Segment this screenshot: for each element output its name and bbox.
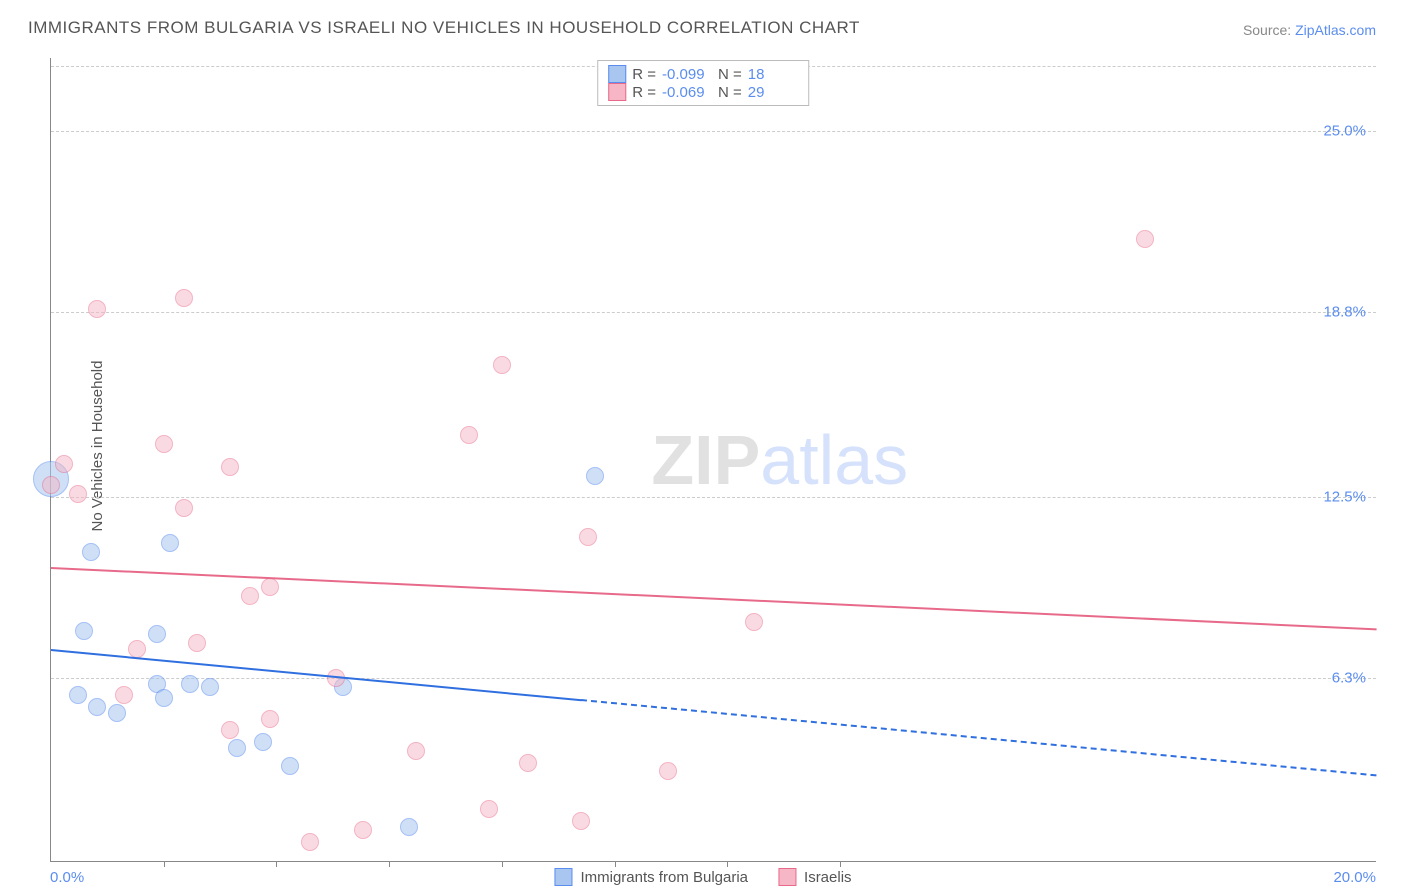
data-point <box>108 704 126 722</box>
x-tick-mark <box>840 861 841 867</box>
data-point <box>161 534 179 552</box>
data-point <box>519 754 537 772</box>
legend-label: Israelis <box>804 869 852 886</box>
data-point <box>201 678 219 696</box>
trend-line <box>581 699 1377 776</box>
source-link[interactable]: ZipAtlas.com <box>1295 22 1376 38</box>
series-legend: Immigrants from Bulgaria Israelis <box>554 868 851 886</box>
data-point <box>175 289 193 307</box>
source-attribution: Source: ZipAtlas.com <box>1243 22 1376 38</box>
data-point <box>69 485 87 503</box>
legend-swatch <box>608 65 626 83</box>
chart-container: IMMIGRANTS FROM BULGARIA VS ISRAELI NO V… <box>0 0 1406 892</box>
data-point <box>188 634 206 652</box>
x-axis-max: 20.0% <box>1333 869 1376 886</box>
legend-r-value: -0.069 <box>662 84 712 101</box>
x-axis-min: 0.0% <box>50 869 84 886</box>
data-point <box>175 499 193 517</box>
data-point <box>155 435 173 453</box>
legend-stat-row: R = -0.069 N = 29 <box>608 83 798 101</box>
data-point <box>221 721 239 739</box>
legend-swatch <box>554 868 572 886</box>
data-point <box>301 833 319 851</box>
data-point <box>181 675 199 693</box>
legend-item: Immigrants from Bulgaria <box>554 868 748 886</box>
data-point <box>148 625 166 643</box>
data-point <box>460 426 478 444</box>
x-tick-mark <box>615 861 616 867</box>
data-point <box>221 458 239 476</box>
data-point <box>281 757 299 775</box>
data-point <box>261 710 279 728</box>
data-point <box>82 543 100 561</box>
correlation-legend: R = -0.099 N = 18 R = -0.069 N = 29 <box>597 60 809 106</box>
data-point <box>745 613 763 631</box>
gridline <box>51 312 1376 313</box>
data-point <box>75 622 93 640</box>
source-label: Source: <box>1243 22 1295 38</box>
gridline <box>51 678 1376 679</box>
legend-swatch <box>608 83 626 101</box>
data-point <box>493 356 511 374</box>
data-point <box>480 800 498 818</box>
x-tick-mark <box>276 861 277 867</box>
watermark-zip: ZIP <box>651 421 760 499</box>
legend-swatch <box>778 868 796 886</box>
x-tick-mark <box>502 861 503 867</box>
y-tick-label: 25.0% <box>1323 123 1366 140</box>
data-point <box>579 528 597 546</box>
data-point <box>155 689 173 707</box>
legend-r-label: R = <box>632 66 656 83</box>
data-point <box>115 686 133 704</box>
data-point <box>1136 230 1154 248</box>
data-point <box>400 818 418 836</box>
x-tick-mark <box>164 861 165 867</box>
data-point <box>354 821 372 839</box>
legend-n-label: N = <box>718 84 742 101</box>
x-tick-mark <box>727 861 728 867</box>
data-point <box>228 739 246 757</box>
plot-area: ZIPatlas 6.3% 12.5% 18.8% 25.0% <box>50 58 1376 862</box>
legend-n-value: 18 <box>748 66 798 83</box>
data-point <box>261 578 279 596</box>
legend-stat-row: R = -0.099 N = 18 <box>608 65 798 83</box>
data-point <box>572 812 590 830</box>
y-tick-label: 12.5% <box>1323 488 1366 505</box>
legend-n-value: 29 <box>748 84 798 101</box>
legend-label: Immigrants from Bulgaria <box>580 869 748 886</box>
chart-title: IMMIGRANTS FROM BULGARIA VS ISRAELI NO V… <box>28 18 860 38</box>
data-point <box>69 686 87 704</box>
data-point <box>254 733 272 751</box>
gridline <box>51 497 1376 498</box>
data-point <box>659 762 677 780</box>
gridline <box>51 131 1376 132</box>
watermark: ZIPatlas <box>651 420 908 500</box>
y-tick-label: 6.3% <box>1332 669 1366 686</box>
watermark-atlas: atlas <box>760 421 908 499</box>
data-point <box>407 742 425 760</box>
data-point <box>128 640 146 658</box>
legend-r-label: R = <box>632 84 656 101</box>
legend-r-value: -0.099 <box>662 66 712 83</box>
data-point <box>42 476 60 494</box>
data-point <box>241 587 259 605</box>
y-tick-label: 18.8% <box>1323 304 1366 321</box>
legend-n-label: N = <box>718 66 742 83</box>
data-point <box>88 698 106 716</box>
x-tick-mark <box>389 861 390 867</box>
data-point <box>586 467 604 485</box>
legend-item: Israelis <box>778 868 852 886</box>
data-point <box>88 300 106 318</box>
data-point <box>55 455 73 473</box>
